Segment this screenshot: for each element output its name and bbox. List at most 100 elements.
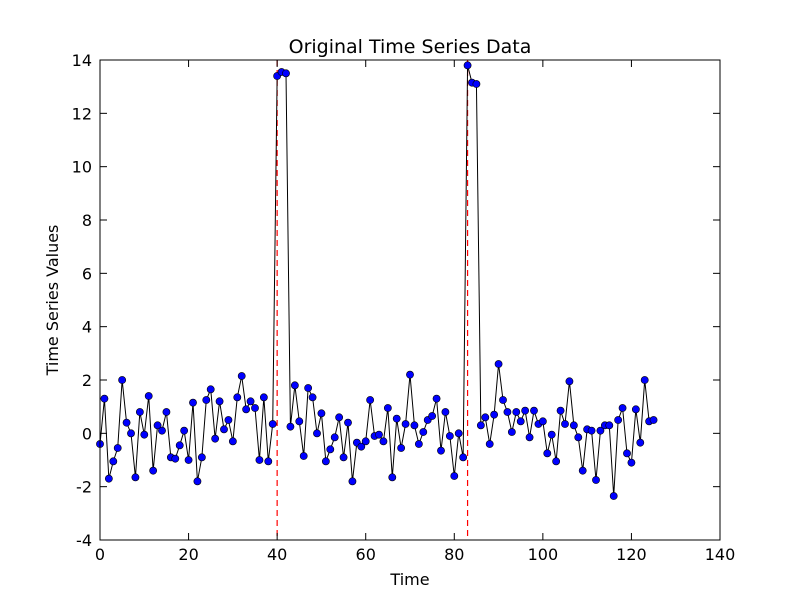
- data-point: [441, 408, 450, 416]
- data-point: [335, 413, 344, 422]
- y-tick-label: -4: [76, 531, 92, 550]
- data-point: [357, 442, 366, 451]
- data-point: [268, 420, 277, 428]
- data-point: [135, 408, 144, 416]
- data-point: [578, 466, 587, 475]
- data-point: [211, 434, 220, 443]
- y-tick-label: 10: [72, 158, 92, 177]
- data-point: [149, 466, 158, 475]
- data-point: [304, 384, 313, 392]
- y-tick-label: -2: [76, 478, 92, 497]
- x-tick-label: 140: [705, 545, 736, 564]
- data-point: [344, 418, 352, 427]
- data-point: [153, 421, 162, 430]
- data-point: [113, 444, 122, 452]
- data-point: [490, 410, 499, 419]
- data-point: [605, 421, 614, 430]
- data-point: [521, 406, 530, 415]
- data-point: [317, 409, 326, 418]
- data-point: [649, 416, 658, 424]
- y-tick-label: 12: [72, 104, 92, 123]
- data-point: [361, 437, 370, 446]
- x-tick-label: 0: [95, 545, 105, 564]
- data-point: [414, 440, 423, 448]
- data-point: [556, 406, 565, 415]
- data-point: [375, 430, 383, 439]
- data-point: [379, 437, 388, 446]
- data-point: [118, 376, 127, 384]
- data-point: [233, 393, 242, 402]
- data-point: [299, 452, 308, 460]
- data-point: [543, 449, 552, 458]
- data-point: [538, 417, 547, 426]
- data-point: [410, 421, 419, 430]
- data-point: [224, 416, 233, 424]
- data-point: [228, 437, 237, 446]
- data-point: [623, 449, 631, 458]
- data-point: [614, 416, 623, 424]
- data-point: [574, 433, 583, 442]
- data-point: [259, 393, 268, 402]
- data-point: [282, 69, 290, 78]
- data-point: [472, 80, 481, 88]
- y-tick-label: 4: [82, 318, 92, 337]
- x-tick-label: 60: [356, 545, 376, 564]
- chart-title: Original Time Series Data: [289, 36, 532, 58]
- data-point: [295, 417, 304, 426]
- x-axis-label: Time: [389, 570, 429, 589]
- data-point: [193, 477, 202, 486]
- data-point: [175, 441, 184, 450]
- data-point: [242, 405, 251, 414]
- data-point: [321, 457, 330, 466]
- data-series: [96, 61, 658, 500]
- data-point: [255, 456, 264, 464]
- data-point: [631, 405, 640, 414]
- data-point: [636, 438, 645, 447]
- data-point: [596, 426, 605, 435]
- data-point: [246, 397, 255, 406]
- data-point: [104, 474, 113, 483]
- data-point: [561, 420, 569, 428]
- y-axis-label: Time Series Values: [43, 225, 62, 377]
- data-point: [450, 472, 459, 480]
- y-tick-label: 8: [82, 211, 92, 230]
- y-tick-label: 0: [82, 424, 92, 443]
- data-point: [569, 421, 578, 430]
- data-point: [220, 425, 228, 434]
- y-tick-label: 2: [82, 371, 92, 390]
- data-point: [144, 392, 153, 400]
- data-point: [432, 394, 441, 403]
- y-tick-label: 6: [82, 264, 92, 283]
- data-point: [348, 477, 357, 486]
- data-point: [459, 453, 468, 462]
- data-point: [286, 422, 295, 431]
- data-point: [609, 492, 618, 500]
- data-point: [512, 408, 521, 416]
- data-point: [215, 397, 224, 406]
- data-point: [162, 408, 171, 416]
- vertical-reference-lines: [276, 60, 469, 540]
- plot-area: [100, 60, 720, 540]
- data-point: [547, 430, 556, 439]
- data-point: [184, 456, 193, 464]
- data-point: [308, 393, 317, 402]
- data-point: [627, 458, 636, 467]
- data-point: [127, 429, 135, 438]
- x-tick-label: 40: [267, 545, 287, 564]
- x-tick-label: 120: [616, 545, 647, 564]
- data-point: [366, 396, 375, 404]
- data-point: [565, 377, 574, 386]
- data-point: [419, 428, 428, 436]
- data-point: [428, 412, 437, 420]
- data-point: [122, 418, 131, 427]
- data-point: [171, 454, 180, 463]
- data-point: [202, 396, 211, 404]
- data-point: [339, 453, 348, 462]
- data-point: [437, 446, 445, 455]
- data-point: [313, 429, 321, 438]
- plot-frame: [99, 59, 721, 541]
- data-point: [392, 414, 401, 423]
- data-point: [485, 440, 494, 448]
- x-tick-label: 100: [528, 545, 559, 564]
- x-tick-label: 20: [178, 545, 198, 564]
